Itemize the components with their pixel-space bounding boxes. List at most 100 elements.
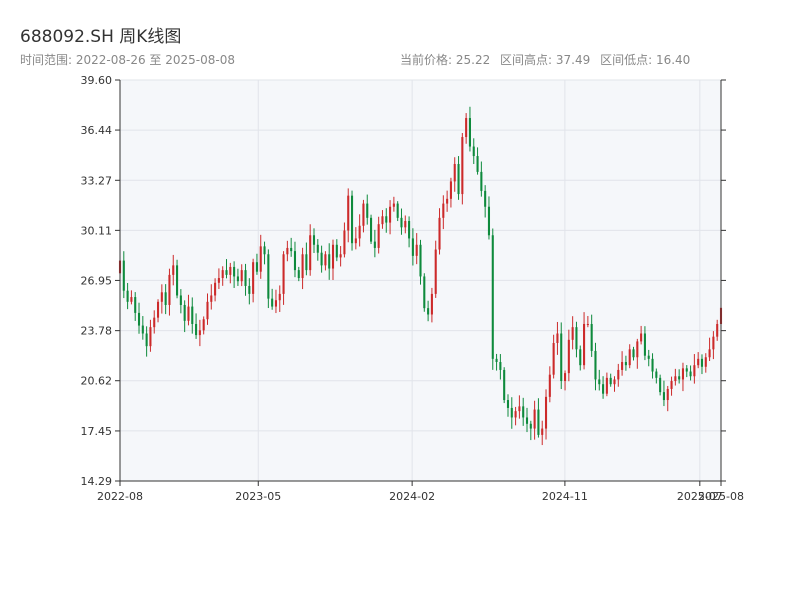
candle-body bbox=[370, 217, 373, 242]
candle-body bbox=[309, 235, 312, 271]
candle-body bbox=[617, 369, 620, 380]
candle-body bbox=[449, 181, 452, 199]
candle-body bbox=[563, 373, 567, 382]
candle-body bbox=[651, 358, 654, 372]
candle-body bbox=[244, 270, 247, 286]
candle-body bbox=[453, 163, 456, 182]
candle-body bbox=[122, 260, 125, 291]
candle-body bbox=[240, 270, 243, 282]
candle-body bbox=[609, 377, 612, 385]
candle-body bbox=[385, 216, 388, 223]
candle-body bbox=[613, 379, 616, 385]
candle-body bbox=[278, 293, 281, 301]
candle-body bbox=[583, 323, 586, 366]
candle-body bbox=[350, 195, 354, 244]
candle-body bbox=[423, 276, 426, 309]
candle-body bbox=[221, 270, 224, 279]
range-high-label: 区间高点: 37.49 bbox=[500, 53, 591, 67]
x-tick-label: 2022-08 bbox=[97, 490, 143, 503]
candle-body bbox=[183, 304, 186, 321]
candle-body bbox=[419, 244, 422, 277]
candle-body bbox=[594, 350, 597, 380]
x-tick-label: 2025-07 bbox=[677, 490, 723, 503]
candle-body bbox=[659, 377, 662, 393]
candle-body bbox=[541, 428, 544, 435]
candle-body bbox=[392, 203, 395, 207]
candle-body bbox=[217, 278, 220, 283]
candle-body bbox=[248, 285, 251, 294]
candle-body bbox=[153, 317, 156, 328]
candle-body bbox=[446, 198, 449, 204]
candle-body bbox=[400, 217, 403, 228]
current-price-label: 当前价格: 25.22 bbox=[400, 53, 491, 67]
candle-body bbox=[252, 262, 255, 294]
range-low-label: 区间低点: 16.40 bbox=[600, 53, 691, 67]
candle-body bbox=[487, 206, 491, 236]
candle-body bbox=[537, 409, 540, 435]
candle-body bbox=[480, 171, 483, 191]
y-tick-label: 36.44 bbox=[81, 124, 113, 137]
candle-body bbox=[708, 349, 711, 358]
candle-body bbox=[168, 274, 171, 305]
candle-body bbox=[575, 327, 578, 350]
candle-body bbox=[389, 206, 392, 223]
candle-body bbox=[662, 392, 665, 401]
candle-body bbox=[198, 330, 201, 336]
candle-body bbox=[263, 246, 266, 255]
candle-body bbox=[164, 292, 167, 305]
candle-body bbox=[716, 323, 719, 337]
candle-body bbox=[149, 327, 152, 347]
candle-body bbox=[518, 406, 521, 412]
candle-body bbox=[408, 221, 411, 239]
candle-body bbox=[522, 406, 525, 418]
x-tick-label: 2024-11 bbox=[542, 490, 588, 503]
candle-body bbox=[655, 371, 658, 378]
candle-body bbox=[605, 377, 608, 394]
candle-body bbox=[510, 407, 513, 418]
candle-body bbox=[556, 333, 559, 344]
y-tick-label: 20.62 bbox=[81, 375, 113, 388]
candle-body bbox=[670, 381, 673, 389]
candle-body bbox=[172, 265, 175, 275]
candle-body bbox=[354, 238, 357, 244]
candle-body bbox=[202, 319, 205, 331]
candle-body bbox=[430, 293, 433, 315]
candle-body bbox=[704, 357, 707, 367]
candle-body bbox=[514, 411, 517, 418]
candle-body bbox=[438, 217, 441, 250]
y-tick-label: 14.29 bbox=[81, 475, 113, 488]
y-tick-label: 23.78 bbox=[81, 325, 113, 338]
candle-body bbox=[141, 325, 144, 334]
candle-body bbox=[693, 365, 696, 377]
candle-body bbox=[358, 225, 361, 239]
candle-body bbox=[461, 137, 464, 195]
candle-body bbox=[160, 292, 163, 302]
candle-body bbox=[442, 203, 445, 218]
candle-body bbox=[560, 333, 563, 382]
candle-body bbox=[491, 235, 494, 359]
candle-body bbox=[362, 203, 365, 226]
candle-body bbox=[647, 355, 650, 359]
candle-body bbox=[328, 254, 331, 269]
price-stats: 当前价格: 25.22 区间高点: 37.49 区间低点: 16.40 bbox=[400, 51, 696, 68]
candle-body bbox=[529, 423, 532, 429]
candle-body bbox=[316, 244, 319, 253]
candle-body bbox=[624, 362, 627, 366]
candle-body bbox=[404, 221, 407, 228]
candle-body bbox=[191, 306, 194, 324]
candle-body bbox=[339, 254, 342, 258]
candle-body bbox=[689, 371, 692, 377]
chart-title: 688092.SH 周K线图 bbox=[20, 27, 182, 47]
candle-body bbox=[156, 301, 160, 318]
candle-body bbox=[179, 295, 182, 305]
axes: 14.29 17.45 20.62 23.78 26.95 30.11 33.27 36.44… bbox=[81, 74, 744, 503]
candle-body bbox=[134, 297, 137, 313]
candle-body bbox=[343, 230, 346, 255]
candle-body bbox=[255, 262, 258, 272]
candle-body bbox=[195, 323, 198, 336]
candle-body bbox=[282, 254, 285, 294]
candle-body bbox=[176, 265, 179, 296]
x-tick-label: 2024-02 bbox=[389, 490, 435, 503]
candle-body bbox=[434, 249, 437, 294]
